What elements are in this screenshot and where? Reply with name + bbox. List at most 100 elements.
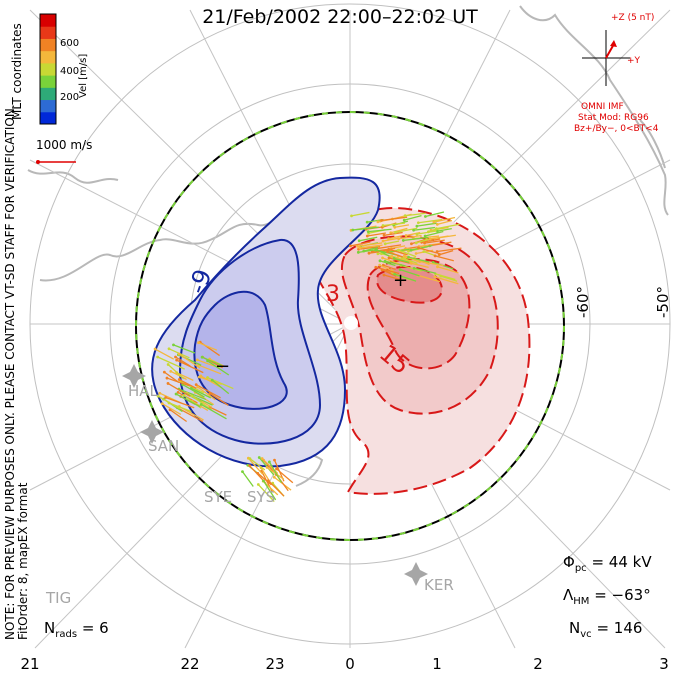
- scale-vector-origin: [36, 160, 40, 164]
- velocity-vector-origin: [175, 358, 179, 362]
- velocity-vector: [403, 236, 429, 242]
- velocity-vector: [368, 228, 392, 233]
- velocity-vector-origin: [417, 246, 420, 250]
- velocity-vector-origin: [435, 229, 439, 233]
- velocity-vector-origin: [200, 355, 204, 359]
- velocity-vector: [154, 348, 175, 360]
- mlt-tick-2: 2: [533, 655, 543, 673]
- velocity-vector: [401, 257, 418, 265]
- nvc-subscript: vc: [580, 629, 592, 640]
- velocity-vector: [413, 226, 436, 231]
- velocity-vector-origin: [392, 256, 396, 260]
- mlt-tick-3: 3: [659, 655, 669, 673]
- velocity-vector-origin: [436, 265, 439, 269]
- velocity-vector-origin: [156, 394, 160, 398]
- colorbar-tick-200: 200: [60, 92, 80, 103]
- contour-label-positive-3: 3: [326, 282, 340, 307]
- velocity-vector: [429, 241, 452, 247]
- velocity-vector-origin: [365, 220, 369, 224]
- station-marker-san: [140, 420, 164, 444]
- velocity-vector-origin: [248, 464, 252, 468]
- velocity-vector: [425, 211, 445, 218]
- velocity-vector-origin: [382, 233, 386, 237]
- velocity-vector-origin: [256, 471, 260, 475]
- velocity-vector-origin: [208, 392, 212, 395]
- velocity-vector: [197, 386, 216, 401]
- velocity-vector: [436, 247, 462, 253]
- velocity-vector-origin: [397, 248, 400, 252]
- velocity-vector-origin: [189, 386, 193, 390]
- velocity-vector: [433, 216, 456, 223]
- velocity-vector: [390, 227, 408, 234]
- velocity-vector-origin: [206, 376, 209, 379]
- station-label-hal: HAL: [128, 382, 158, 400]
- velocity-vector: [257, 484, 275, 503]
- velocity-vector-origin: [366, 230, 370, 234]
- velocity-vector-origin: [156, 355, 160, 359]
- velocity-vector-origin: [190, 394, 194, 398]
- colorbar-swatch: [40, 38, 56, 52]
- velocity-vector: [414, 267, 437, 274]
- velocity-vector: [175, 356, 191, 367]
- negative-fill-inner: [193, 290, 288, 410]
- velocity-vector-origin: [357, 239, 361, 243]
- potential-min-marker: −: [215, 356, 231, 377]
- velocity-vector-origin: [386, 250, 390, 254]
- velocity-vector: [440, 275, 458, 282]
- velocity-vector-origin: [177, 378, 181, 381]
- mlt-tick-0: 0: [345, 655, 355, 673]
- velocity-vector: [416, 238, 431, 244]
- station-label-sys: SYS: [247, 488, 276, 506]
- velocity-vector: [384, 260, 406, 267]
- velocity-vector-origin: [415, 224, 419, 228]
- velocity-vector-origin: [378, 263, 382, 267]
- velocity-vector: [388, 235, 403, 240]
- imf-y-label: +Y: [627, 56, 641, 66]
- station-label-ker: KER: [424, 576, 454, 594]
- velocity-vector: [411, 262, 429, 268]
- colorbar-swatch: [40, 14, 56, 27]
- velocity-vector-origin: [160, 402, 164, 406]
- nvc-value: = 146: [596, 619, 643, 637]
- velocity-vector-origin: [404, 234, 408, 237]
- lambda-value: = −63°: [594, 586, 651, 604]
- velocity-vector: [167, 364, 185, 380]
- velocity-vector: [424, 239, 445, 244]
- velocity-vector: [379, 260, 396, 267]
- velocity-vector-origin: [403, 214, 407, 218]
- velocity-vector-origin: [387, 256, 391, 260]
- velocity-vector-origin: [256, 483, 260, 486]
- velocity-vector: [418, 218, 443, 224]
- positive-cell: [310, 206, 531, 495]
- velocity-vector: [182, 384, 205, 398]
- velocity-vector-origin: [174, 355, 177, 359]
- velocity-vector: [352, 226, 379, 231]
- velocity-vector: [404, 255, 421, 264]
- velocity-vector: [211, 379, 230, 395]
- velocity-vector-origin: [423, 215, 427, 218]
- velocity-vector-origin: [414, 241, 418, 245]
- velocity-vector-origin: [409, 261, 413, 265]
- velocity-vector: [382, 257, 400, 265]
- velocity-vector: [191, 387, 212, 399]
- velocity-vector-origin: [365, 234, 369, 238]
- velocity-vector-origin: [257, 456, 261, 459]
- phi-subscript: pc: [574, 563, 587, 574]
- vector-count: Nvc = 146: [569, 619, 642, 640]
- velocity-vector-origin: [349, 244, 352, 248]
- velocity-vector-origin: [433, 254, 437, 258]
- velocity-vector-origin: [427, 230, 430, 234]
- velocity-vector-origin: [393, 272, 397, 276]
- velocity-vector: [388, 257, 410, 264]
- velocity-vector: [200, 403, 227, 420]
- station-marker-hal: [122, 364, 146, 388]
- colorbar-swatch: [40, 50, 56, 64]
- velocity-vector-origin: [401, 239, 405, 242]
- velocity-vector: [207, 360, 230, 376]
- velocity-vector-origin: [376, 252, 380, 256]
- velocity-vector-origin: [423, 234, 427, 238]
- velocity-vector: [418, 247, 441, 255]
- velocity-vector-origin: [248, 457, 252, 461]
- velocity-vector-origin: [381, 239, 385, 243]
